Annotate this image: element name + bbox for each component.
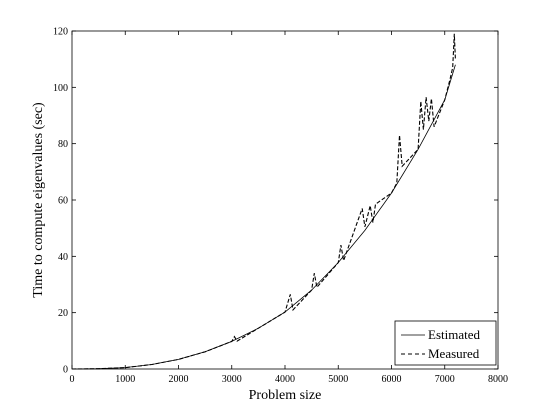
y-tick-label: 80 bbox=[58, 139, 68, 150]
y-tick-label: 120 bbox=[53, 27, 68, 38]
x-tick-label: 6000 bbox=[382, 374, 402, 385]
x-tick-label: 5000 bbox=[328, 374, 348, 385]
y-tick-label: 20 bbox=[58, 308, 68, 319]
y-tick-label: 100 bbox=[53, 83, 68, 94]
axis-tick-labels: 0 1000 2000 3000 4000 5000 6000 7000 8000 0 20 40 60… bbox=[53, 27, 508, 386]
legend-label-estimated: Estimated bbox=[428, 327, 480, 342]
x-tick-label: 1000 bbox=[115, 374, 135, 385]
series-line-measured bbox=[71, 33, 456, 370]
x-tick-label: 4000 bbox=[275, 374, 295, 385]
legend: Estimated Measured bbox=[394, 320, 497, 366]
x-axis-label: Problem size bbox=[249, 388, 322, 403]
y-tick-label: 40 bbox=[58, 252, 68, 263]
x-tick-label: 8000 bbox=[488, 374, 508, 385]
x-tick-label: 7000 bbox=[435, 374, 455, 385]
x-tick-label: 3000 bbox=[222, 374, 242, 385]
y-tick-label: 60 bbox=[58, 196, 68, 207]
series-layer bbox=[71, 33, 456, 370]
legend-box bbox=[394, 320, 497, 366]
y-tick-label: 0 bbox=[63, 365, 68, 376]
y-axis-label: Time to compute eigenvalues (sec) bbox=[31, 102, 46, 298]
x-tick-label: 2000 bbox=[169, 374, 189, 385]
legend-label-measured: Measured bbox=[428, 346, 480, 361]
x-tick-label: 0 bbox=[70, 374, 75, 385]
